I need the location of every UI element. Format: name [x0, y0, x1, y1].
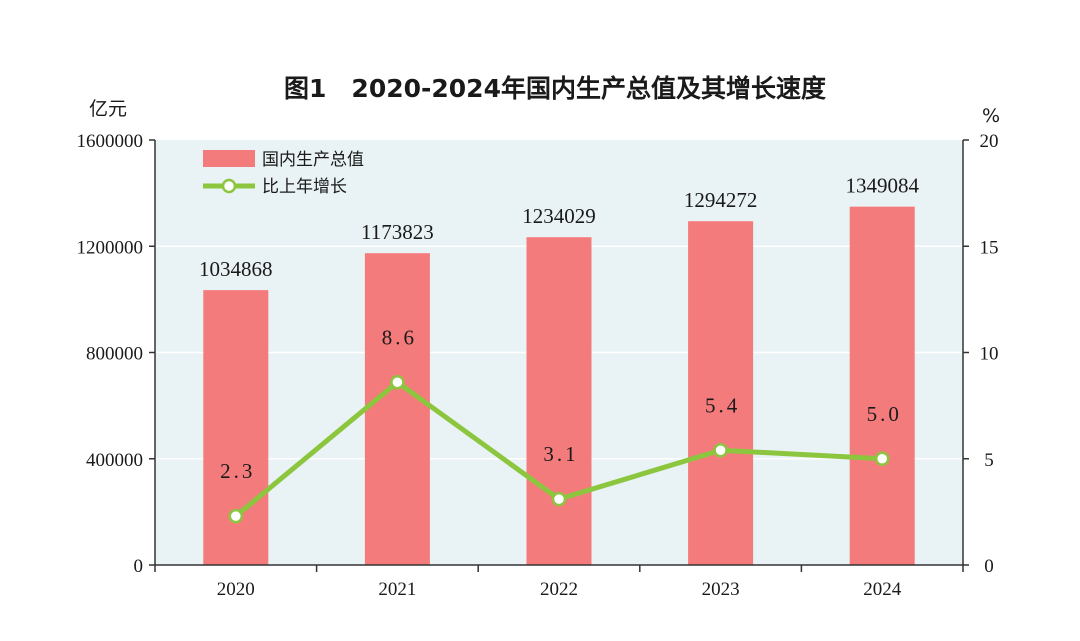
left-axis-unit: 亿元 — [89, 98, 127, 120]
right-tick-label: 5 — [984, 450, 994, 471]
left-tick-label: 1200000 — [77, 237, 144, 258]
growth-value-label: 2.3 — [220, 459, 255, 483]
bar-value-label: 1173823 — [361, 220, 434, 244]
left-tick-label: 0 — [134, 556, 144, 577]
right-tick-label: 15 — [980, 237, 999, 258]
left-tick-label: 1600000 — [77, 131, 144, 152]
bar-2022 — [526, 237, 592, 565]
growth-point-2022 — [551, 491, 567, 507]
growth-point-2024 — [874, 451, 890, 466]
x-tick-label: 2020 — [217, 579, 255, 600]
x-tick-label: 2022 — [540, 579, 578, 600]
right-tick-label: 0 — [984, 556, 994, 577]
bar-value-label: 1234029 — [522, 204, 596, 228]
bar-2021 — [364, 253, 430, 566]
bar-2020 — [203, 290, 269, 565]
left-tick-label: 400000 — [86, 450, 143, 471]
line-series — [228, 375, 890, 524]
right-tick-label: 10 — [980, 344, 999, 365]
right-axis-unit: % — [982, 105, 1000, 127]
bars — [203, 206, 915, 566]
growth-point-2020 — [228, 508, 244, 524]
bar-2023 — [688, 221, 754, 566]
bar-value-label: 1349084 — [845, 174, 919, 198]
growth-value-label: 5.0 — [867, 402, 902, 426]
chart-title: 图1 2020-2024年国内生产总值及其增长速度 — [284, 74, 826, 103]
growth-point-2023 — [713, 443, 728, 458]
growth-value-label: 8.6 — [382, 325, 417, 349]
growth-point-2021 — [390, 375, 405, 390]
x-tick-label: 2023 — [702, 579, 740, 600]
bar-value-label: 1034868 — [199, 257, 273, 281]
growth-value-label: 5.4 — [705, 393, 740, 417]
legend-bar-label: 国内生产总值 — [262, 150, 364, 170]
right-tick-label: 20 — [980, 131, 999, 152]
bar-value-label: 1294272 — [684, 188, 758, 212]
growth-value-label: 3.1 — [543, 442, 578, 466]
x-tick-label: 2024 — [863, 579, 902, 600]
data-labels: 1034868 1173823 1234029 1294272 1349084 2.3 8.… — [199, 174, 919, 483]
legend-bar-swatch — [203, 150, 255, 167]
left-tick-label: 800000 — [86, 344, 143, 365]
bar-2024 — [849, 206, 915, 565]
legend-line-label: 比上年增长 — [262, 177, 347, 197]
legend-line-marker — [221, 178, 237, 194]
x-tick-label: 2021 — [378, 579, 416, 600]
